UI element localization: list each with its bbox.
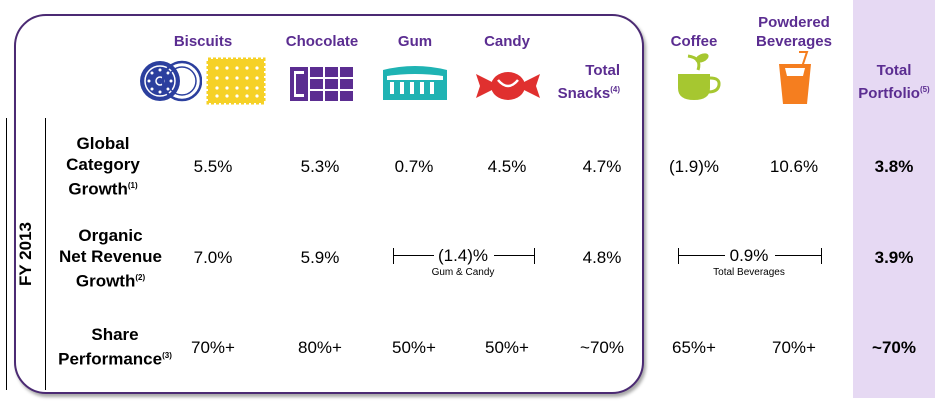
header-biscuits: Biscuits [173,33,233,50]
share-powdered-beverages: 70%+ [772,338,816,357]
coffee-cup-icon [678,53,721,100]
fiscal-year-label: FY 2013 [6,118,46,390]
gum-candy-bracket [393,248,535,264]
share-gum: 50%+ [392,338,436,357]
growth-coffee: (1.9)% [668,157,720,176]
wrapped-candy-icon [476,72,540,100]
snacks-group-frame [14,14,644,394]
share-biscuits: 70%+ [191,338,235,357]
organic-biscuits: 7.0% [193,248,233,267]
organic-chocolate: 5.9% [300,248,340,267]
share-total-portfolio: ~70% [872,338,916,357]
total-portfolio-column [853,0,935,398]
growth-total-portfolio: 3.8% [874,157,914,176]
chocolate-bar-icon [290,67,353,101]
gum-pack-icon [383,66,447,100]
drink-glass-icon [779,51,811,104]
organic-total-portfolio: 3.9% [874,248,914,267]
header-gum: Gum [397,33,433,50]
header-candy: Candy [484,33,530,50]
organic-gum-candy: (1.4)% [437,246,489,265]
growth-chocolate: 5.3% [300,157,340,176]
gum-candy-caption: Gum & Candy [431,267,495,278]
growth-biscuits: 5.5% [193,157,233,176]
header-coffee: Coffee [670,33,718,50]
header-total-portfolio: Total Portfolio(5) [858,62,930,102]
total-beverages-bracket [678,248,822,264]
row-label-share-performance: Share Performance(3) [58,325,172,369]
cracker-icon [206,57,266,105]
organic-total-beverages: 0.9% [729,246,769,265]
organic-total-snacks: 4.8% [582,248,622,267]
share-coffee: 65%+ [672,338,716,357]
growth-powdered-beverages: 10.6% [769,157,819,176]
share-chocolate: 80%+ [298,338,342,357]
header-chocolate: Chocolate [285,33,359,50]
header-total-snacks: Total Snacks(4) [557,62,620,102]
total-beverages-caption: Total Beverages [713,267,785,278]
oreo-cookie-icon [140,60,202,102]
header-powdered-beverages: Powdered Beverages [756,14,832,50]
row-label-global-category-growth: Global Category Growth(1) [66,134,140,199]
growth-candy: 4.5% [487,157,527,176]
share-candy: 50%+ [485,338,529,357]
growth-total-snacks: 4.7% [582,157,622,176]
share-total-snacks: ~70% [580,338,624,357]
growth-gum: 0.7% [394,157,434,176]
row-label-organic-net-revenue-growth: Organic Net Revenue Growth(2) [59,226,162,291]
